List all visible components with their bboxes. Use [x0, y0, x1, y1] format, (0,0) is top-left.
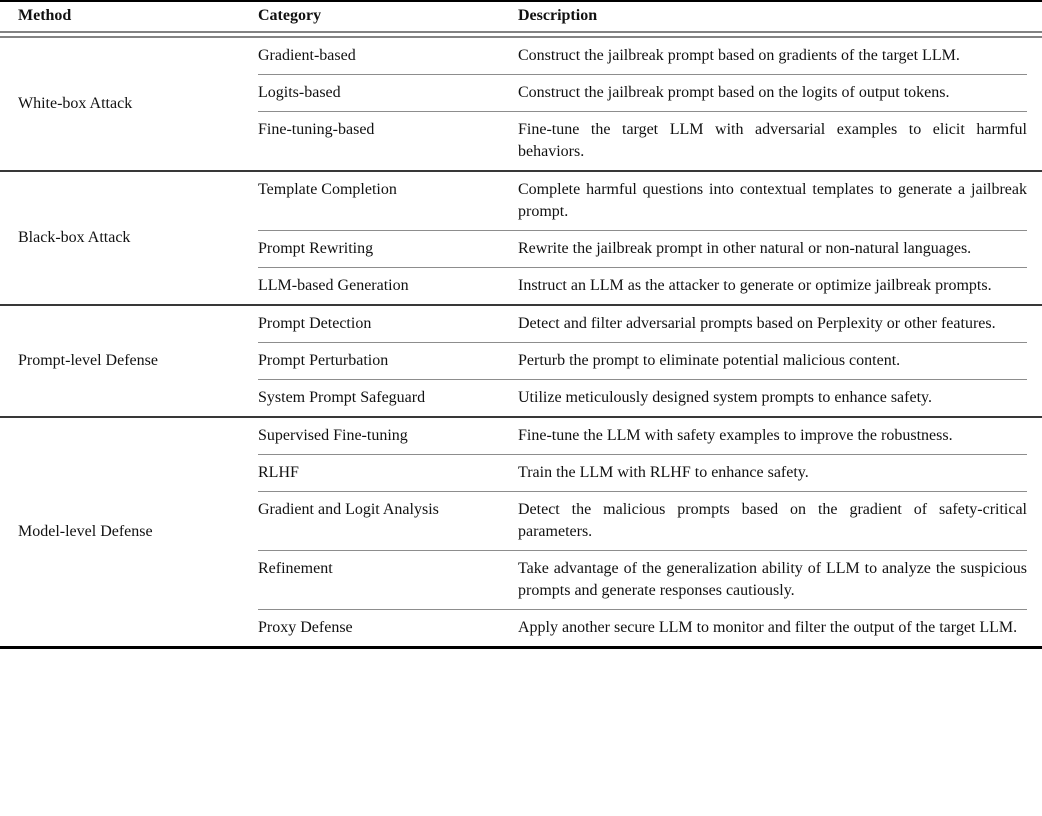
category-cell: Prompt Perturbation — [258, 342, 518, 379]
header-description: Description — [518, 7, 598, 24]
table-bottom-rule — [0, 646, 1042, 649]
section-black-box-attack: Black-box Attack Template Completion Com… — [0, 172, 1042, 304]
section-white-box-attack: White-box Attack Gradient-based Construc… — [0, 38, 1042, 170]
description-cell: Rewrite the jailbreak prompt in other na… — [518, 230, 1027, 267]
header-double-rule — [0, 31, 1042, 38]
method-cell: White-box Attack — [18, 95, 133, 112]
section-model-level-defense: Model-level Defense Supervised Fine-tuni… — [0, 418, 1042, 646]
category-cell: LLM-based Generation — [258, 267, 518, 304]
category-cell: RLHF — [258, 454, 518, 491]
category-cell: Logits-based — [258, 74, 518, 111]
taxonomy-table: Method Category Description White-box At… — [0, 0, 1042, 649]
description-cell: Construct the jailbreak prompt based on … — [518, 74, 1027, 111]
category-cell: Refinement — [258, 550, 518, 609]
category-cell: Gradient and Logit Analysis — [258, 491, 518, 550]
description-cell: Apply another secure LLM to monitor and … — [518, 609, 1027, 646]
method-cell: Model-level Defense — [18, 523, 153, 540]
header-method: Method — [18, 7, 72, 24]
description-cell: Fine-tune the LLM with safety examples t… — [518, 427, 953, 444]
category-cell: Gradient-based — [258, 47, 356, 64]
description-cell: Fine-tune the target LLM with adversaria… — [518, 111, 1027, 170]
description-cell: Take advantage of the generalization abi… — [518, 550, 1027, 609]
description-cell: Detect the malicious prompts based on th… — [518, 491, 1027, 550]
description-cell: Perturb the prompt to eliminate potentia… — [518, 342, 1027, 379]
method-cell: Black-box Attack — [18, 229, 131, 246]
category-cell: Template Completion — [258, 181, 397, 198]
table-top-rule — [0, 0, 1042, 2]
section-separator-rule — [0, 170, 1042, 172]
method-cell: Prompt-level Defense — [18, 352, 158, 369]
category-cell: Fine-tuning-based — [258, 111, 518, 170]
category-cell: Prompt Rewriting — [258, 230, 518, 267]
description-cell: Train the LLM with RLHF to enhance safet… — [518, 454, 1027, 491]
description-cell: Complete harmful questions into contextu… — [518, 181, 1027, 220]
description-cell: Construct the jailbreak prompt based on … — [518, 47, 960, 64]
category-cell: System Prompt Safeguard — [258, 379, 518, 416]
description-cell: Utilize meticulously designed system pro… — [518, 379, 1027, 416]
section-separator-rule — [0, 304, 1042, 306]
section-prompt-level-defense: Prompt-level Defense Prompt Detection De… — [0, 306, 1042, 416]
description-cell: Detect and filter adversarial prompts ba… — [518, 315, 996, 332]
category-cell: Proxy Defense — [258, 609, 518, 646]
header-category: Category — [258, 7, 322, 24]
category-cell: Supervised Fine-tuning — [258, 427, 408, 444]
table-header-row: Method Category Description — [0, 2, 1042, 31]
description-cell: Instruct an LLM as the attacker to gener… — [518, 267, 1027, 304]
category-cell: Prompt Detection — [258, 315, 372, 332]
section-separator-rule — [0, 416, 1042, 418]
